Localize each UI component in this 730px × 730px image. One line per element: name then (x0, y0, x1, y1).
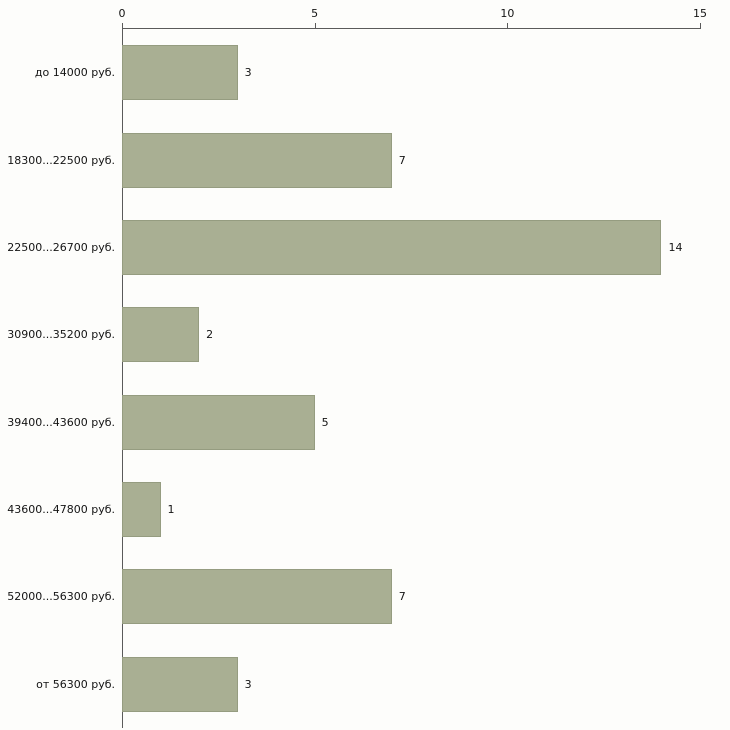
bar-track: 3 (122, 29, 700, 116)
y-axis (122, 28, 123, 728)
x-tick (507, 23, 509, 29)
x-tick-label: 10 (500, 7, 515, 20)
category-label: 22500...26700 руб. (7, 240, 115, 254)
value-label: 3 (244, 66, 252, 80)
x-tick (122, 23, 123, 29)
chart-row: 43600...47800 руб. 1 (0, 466, 700, 553)
category-label: 43600...47800 руб. (7, 503, 115, 517)
x-tick-label: 5 (311, 7, 319, 20)
value-label: 7 (398, 153, 406, 167)
chart-row: 52000...56300 руб. 7 (0, 553, 700, 640)
category-label: 39400...43600 руб. (7, 415, 115, 429)
value-label: 5 (321, 415, 329, 429)
bar-track: 2 (122, 291, 700, 378)
x-tick (314, 23, 316, 29)
value-label: 1 (167, 503, 175, 517)
bar (122, 656, 238, 712)
bar-track: 3 (122, 641, 700, 728)
x-tick-label: 0 (118, 7, 126, 20)
category-label: 18300...22500 руб. (7, 153, 115, 167)
x-tick-label: 15 (693, 7, 707, 20)
chart-row: 18300...22500 руб. 7 (0, 116, 700, 203)
bar-track: 14 (122, 204, 700, 291)
x-tick (700, 23, 701, 29)
bar-track: 1 (122, 466, 700, 553)
bar-track: 5 (122, 379, 700, 466)
bar-track: 7 (122, 553, 700, 640)
bar (122, 482, 161, 538)
chart-row: 30900...35200 руб. 2 (0, 291, 700, 378)
bar (122, 219, 662, 275)
bar (122, 132, 392, 188)
bar (122, 569, 392, 625)
chart-row: от 56300 руб. 3 (0, 641, 700, 728)
value-label: 2 (206, 328, 214, 342)
bar (122, 45, 238, 101)
chart-row: до 14000 руб. 3 (0, 29, 700, 116)
bar-track: 7 (122, 116, 700, 203)
chart-row: 39400...43600 руб. 5 (0, 379, 700, 466)
chart-row: 22500...26700 руб. 14 (0, 204, 700, 291)
bar (122, 394, 315, 450)
category-label: 52000...56300 руб. (7, 590, 115, 604)
value-label: 7 (398, 590, 406, 604)
value-label: 14 (668, 240, 683, 254)
chart-rows: до 14000 руб. 3 18300...22500 руб. 7 22500..… (0, 29, 700, 728)
category-label: до 14000 руб. (34, 66, 115, 80)
x-axis: 0 5 10 15 (119, 7, 707, 29)
value-label: 3 (244, 677, 252, 691)
category-label: 30900...35200 руб. (7, 328, 115, 342)
category-label: от 56300 руб. (36, 677, 115, 691)
bar (122, 307, 200, 363)
